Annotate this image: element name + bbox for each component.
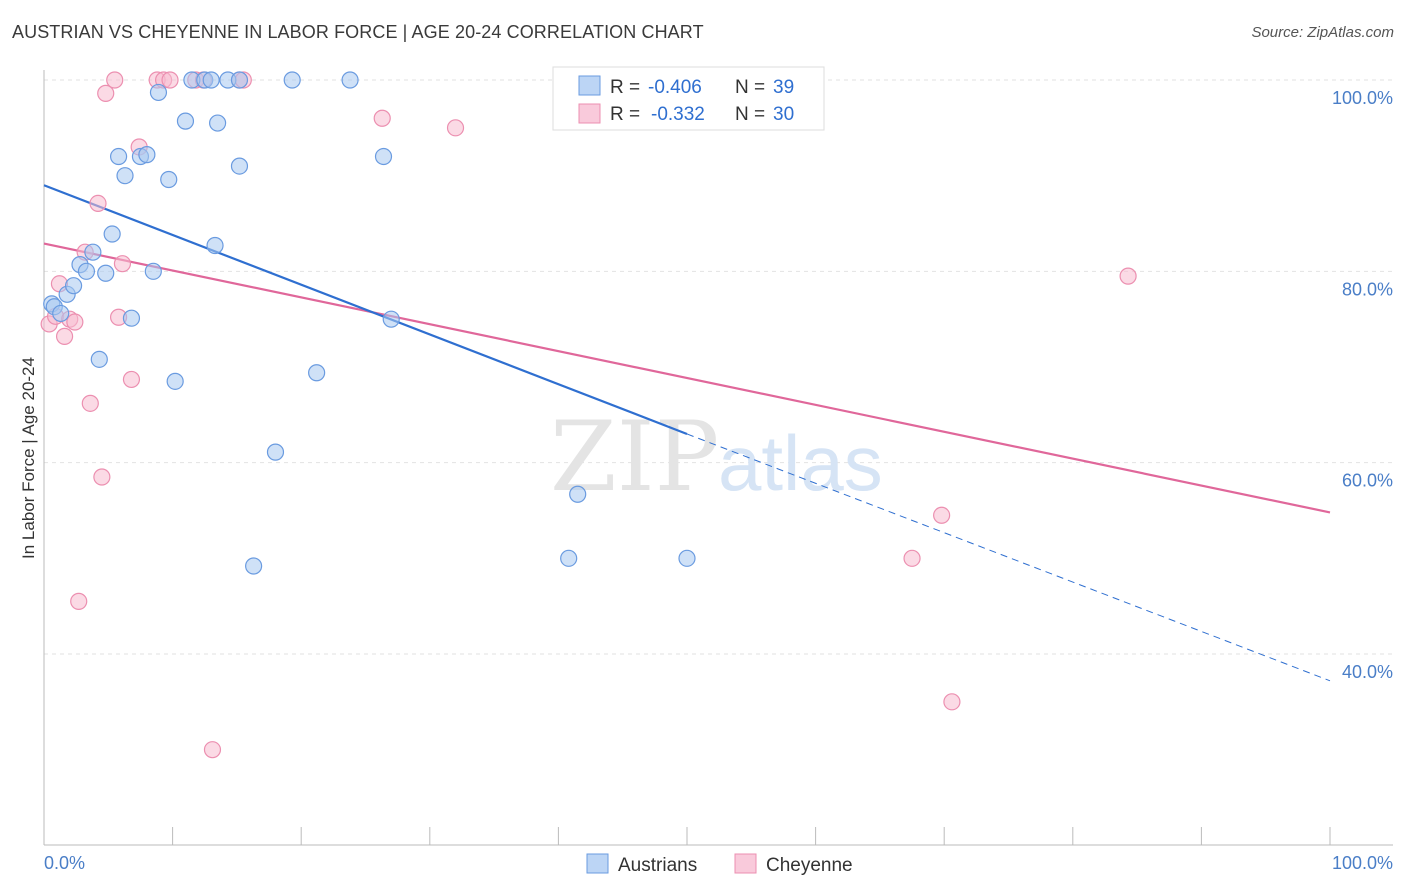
cheyenne-point <box>66 313 84 331</box>
y-tick-label-100: 100.0% <box>1332 88 1393 108</box>
legend-cheyenne-n-label: N = <box>735 104 765 125</box>
austrians-point <box>382 310 400 328</box>
cheyenne-point <box>373 109 391 127</box>
austrians-point <box>245 557 263 575</box>
austrians-point <box>374 147 393 166</box>
x-tick-label-min: 0.0% <box>44 853 85 873</box>
top-legend: R = -0.406 N = 39 R = -0.332 N = 30 <box>552 66 825 131</box>
austrians-point <box>103 225 121 243</box>
cheyenne-point <box>55 327 74 345</box>
trend-line-cheyenne <box>43 242 1331 514</box>
bottom-legend: Austrians Cheyenne <box>586 853 853 876</box>
cheyenne-point <box>161 71 179 89</box>
cheyenne-point <box>70 592 88 610</box>
y-tick-label-60: 60.0% <box>1342 471 1393 491</box>
austrians-point <box>230 71 249 89</box>
austrians-point <box>90 350 108 368</box>
cheyenne-point <box>446 119 465 137</box>
cheyenne-point <box>1119 267 1137 285</box>
watermark-atlas: atlas <box>718 419 883 507</box>
bottom-legend-swatch-austrians <box>586 853 609 874</box>
cheyenne-point <box>933 506 951 524</box>
austrians-point <box>77 262 96 280</box>
austrians-point <box>166 372 184 390</box>
austrians-point <box>144 262 162 280</box>
legend-swatch-cheyenne <box>578 103 601 124</box>
legend-cheyenne-r-label: R = <box>610 104 640 125</box>
austrians-point <box>52 304 70 323</box>
legend-swatch-austrians <box>578 75 601 96</box>
austrians-point <box>230 157 249 175</box>
cheyenne-point <box>943 693 961 711</box>
cheyenne-point <box>97 84 115 102</box>
legend-austrians-r-label: R = <box>610 77 640 98</box>
austrians-point <box>97 264 115 282</box>
legend-cheyenne-n-value: 30 <box>773 104 794 125</box>
austrians-point <box>560 549 578 567</box>
cheyenne-point <box>903 549 921 567</box>
cheyenne-point <box>203 741 222 759</box>
trend-line-austrians-extension <box>686 433 1331 682</box>
x-tick-label-max: 100.0% <box>1332 853 1393 873</box>
y-tick-label-40: 40.0% <box>1342 662 1393 682</box>
austrians-point <box>678 549 696 567</box>
austrians-point <box>283 71 301 89</box>
austrians-point <box>308 364 326 382</box>
austrians-point <box>202 71 220 89</box>
austrians-point <box>206 236 224 255</box>
bottom-legend-swatch-cheyenne <box>734 853 757 874</box>
legend-cheyenne-r-value: -0.332 <box>651 104 705 125</box>
austrians-point <box>116 167 134 185</box>
trend-lines <box>43 184 1331 682</box>
y-axis-label: In Labor Force | Age 20-24 <box>19 357 38 559</box>
austrians-point <box>160 170 178 189</box>
austrians-point <box>209 114 227 132</box>
bottom-legend-cheyenne: Cheyenne <box>766 855 853 876</box>
legend-austrians-n-value: 39 <box>773 77 794 98</box>
austrians-point <box>149 83 168 102</box>
legend-austrians-r-value: -0.406 <box>648 77 702 98</box>
austrians-point <box>341 71 359 89</box>
trend-line-austrians <box>43 184 688 435</box>
cheyenne-point <box>93 468 111 486</box>
y-tick-label-80: 80.0% <box>1342 279 1393 299</box>
austrians-point <box>569 485 587 503</box>
austrians-point <box>176 112 195 130</box>
cheyenne-point <box>106 71 124 89</box>
austrians-point <box>122 309 141 327</box>
chart-title: AUSTRIAN VS CHEYENNE IN LABOR FORCE | AG… <box>12 22 704 42</box>
cheyenne-point <box>122 370 141 389</box>
austrians-point <box>64 277 83 295</box>
austrians-point <box>266 443 285 461</box>
cheyenne-point <box>81 394 99 412</box>
austrians-point <box>109 147 128 166</box>
data-points <box>40 71 1137 759</box>
cheyenne-point <box>89 194 107 213</box>
cheyenne-point <box>113 255 132 273</box>
axes <box>43 70 1393 846</box>
source-label: Source: ZipAtlas.com <box>1251 24 1394 41</box>
legend-austrians-n-label: N = <box>735 77 765 98</box>
y-tick-labels: 40.0% 60.0% 80.0% 100.0% <box>1332 88 1393 682</box>
austrians-point <box>84 243 102 261</box>
austrians-point <box>138 146 156 164</box>
bottom-legend-austrians: Austrians <box>618 855 697 876</box>
